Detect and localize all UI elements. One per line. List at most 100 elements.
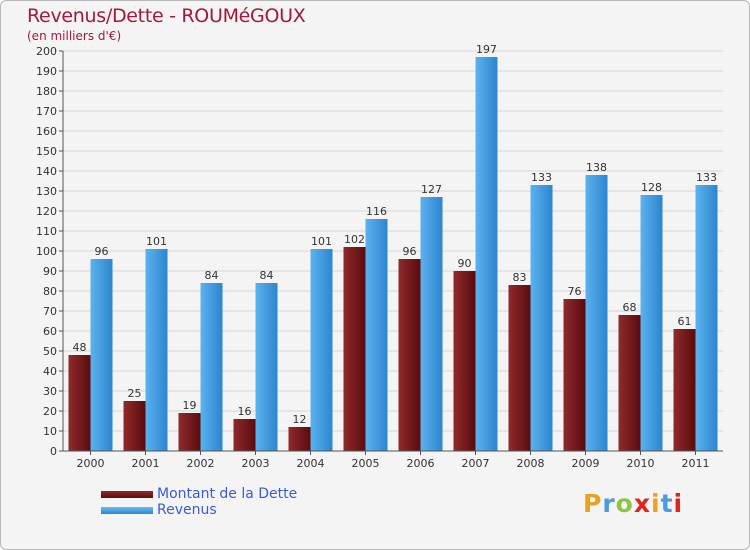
data-label-revenus: 101 bbox=[311, 235, 332, 248]
logo-letter: P bbox=[583, 489, 603, 518]
x-tick-label: 2002 bbox=[187, 457, 215, 470]
bar-debt bbox=[398, 259, 421, 451]
logo-letter: i bbox=[651, 489, 661, 518]
data-label-revenus: 116 bbox=[366, 205, 387, 218]
y-tick-label: 160 bbox=[36, 125, 57, 138]
y-tick-label: 40 bbox=[43, 365, 57, 378]
x-axis-ticks: 2000 2001 2002 2003 2004 2005 2006 2007 2008 2009… bbox=[77, 451, 710, 470]
y-tick-label: 170 bbox=[36, 105, 57, 118]
y-tick-label: 80 bbox=[43, 285, 57, 298]
bar-debt bbox=[453, 271, 476, 451]
data-label-debt: 83 bbox=[513, 271, 527, 284]
x-tick-label: 2008 bbox=[517, 457, 545, 470]
data-label-debt: 102 bbox=[344, 233, 365, 246]
y-tick-label: 60 bbox=[43, 325, 57, 338]
data-label-debt: 12 bbox=[293, 413, 307, 426]
y-tick-label: 190 bbox=[36, 65, 57, 78]
y-tick-label: 110 bbox=[36, 225, 57, 238]
y-tick-label: 50 bbox=[43, 345, 57, 358]
proxiti-logo: Proxiti bbox=[583, 489, 683, 518]
bar-debt bbox=[343, 247, 366, 451]
x-tick-label: 2004 bbox=[297, 457, 325, 470]
y-tick-label: 90 bbox=[43, 265, 57, 278]
legend-label-debt: Montant de la Dette bbox=[157, 486, 298, 502]
bar-revenus bbox=[200, 283, 223, 451]
bar-debt bbox=[68, 355, 91, 451]
bar-revenus bbox=[365, 219, 388, 451]
data-label-debt: 61 bbox=[678, 315, 692, 328]
logo-letter: t bbox=[660, 489, 674, 518]
y-tick-label: 100 bbox=[36, 245, 57, 258]
y-tick-label: 140 bbox=[36, 165, 57, 178]
bar-debt bbox=[123, 401, 146, 451]
y-axis-ticks: 0 10 20 30 40 50 60 70 80 90 100 110 120 130 140 150 160… bbox=[36, 45, 63, 458]
x-tick-label: 2001 bbox=[132, 457, 160, 470]
data-label-revenus: 133 bbox=[696, 171, 717, 184]
bar-debt bbox=[288, 427, 311, 451]
bar-debt bbox=[178, 413, 201, 451]
y-tick-label: 200 bbox=[36, 45, 57, 58]
bar-revenus bbox=[475, 57, 498, 451]
data-label-revenus: 127 bbox=[421, 183, 442, 196]
y-tick-label: 0 bbox=[50, 445, 57, 458]
y-tick-label: 10 bbox=[43, 425, 57, 438]
x-tick-label: 2006 bbox=[407, 457, 435, 470]
data-label-revenus: 133 bbox=[531, 171, 552, 184]
data-label-debt: 68 bbox=[623, 301, 637, 314]
bar-revenus bbox=[310, 249, 333, 451]
chart-title: Revenus/Dette - ROUMéGOUX bbox=[27, 5, 306, 27]
x-tick-label: 2010 bbox=[627, 457, 655, 470]
bar-revenus bbox=[530, 185, 553, 451]
y-tick-label: 180 bbox=[36, 85, 57, 98]
data-label-revenus: 96 bbox=[95, 245, 109, 258]
data-label-debt: 96 bbox=[403, 245, 417, 258]
x-tick-label: 2005 bbox=[352, 457, 380, 470]
y-tick-label: 130 bbox=[36, 185, 57, 198]
x-tick-label: 2000 bbox=[77, 457, 105, 470]
data-label-debt: 25 bbox=[128, 387, 142, 400]
y-tick-label: 30 bbox=[43, 385, 57, 398]
data-label-revenus: 138 bbox=[586, 161, 607, 174]
data-label-revenus: 101 bbox=[146, 235, 167, 248]
bar-debt bbox=[563, 299, 586, 451]
bar-debt bbox=[233, 419, 256, 451]
data-label-revenus: 128 bbox=[641, 181, 662, 194]
data-label-debt: 19 bbox=[183, 399, 197, 412]
bar-revenus bbox=[695, 185, 718, 451]
legend-swatch-revenus bbox=[101, 507, 153, 514]
data-label-debt: 48 bbox=[73, 341, 87, 354]
legend-label-revenus: Revenus bbox=[157, 502, 217, 518]
y-tick-label: 70 bbox=[43, 305, 57, 318]
bar-debt bbox=[673, 329, 696, 451]
bar-revenus bbox=[90, 259, 113, 451]
bar-debt bbox=[508, 285, 531, 451]
bar-revenus bbox=[420, 197, 443, 451]
data-label-debt: 16 bbox=[238, 405, 252, 418]
bar-revenus bbox=[585, 175, 608, 451]
data-labels: 48 96 25 101 19 84 16 84 12 101 102 116 96 127 90 197 83… bbox=[73, 43, 718, 426]
legend-swatch-debt bbox=[101, 491, 153, 498]
logo-letter: i bbox=[673, 489, 684, 518]
chart-subtitle: (en milliers d'€) bbox=[27, 29, 122, 43]
logo-letter: x bbox=[633, 489, 651, 518]
logo-letter: o bbox=[615, 489, 634, 518]
y-tick-label: 20 bbox=[43, 405, 57, 418]
data-label-revenus: 197 bbox=[476, 43, 497, 56]
x-tick-label: 2011 bbox=[682, 457, 710, 470]
x-tick-label: 2009 bbox=[572, 457, 600, 470]
y-tick-label: 150 bbox=[36, 145, 57, 158]
bar-revenus bbox=[255, 283, 278, 451]
data-label-revenus: 84 bbox=[260, 269, 274, 282]
grid-lines bbox=[63, 50, 723, 452]
y-tick-label: 120 bbox=[36, 205, 57, 218]
bar-debt bbox=[618, 315, 641, 451]
data-label-revenus: 84 bbox=[205, 269, 219, 282]
data-label-debt: 90 bbox=[458, 257, 472, 270]
logo-letter: r bbox=[602, 489, 616, 518]
x-tick-label: 2003 bbox=[242, 457, 270, 470]
bar-revenus bbox=[640, 195, 663, 451]
bar-revenus bbox=[145, 249, 168, 451]
bars bbox=[68, 57, 718, 451]
